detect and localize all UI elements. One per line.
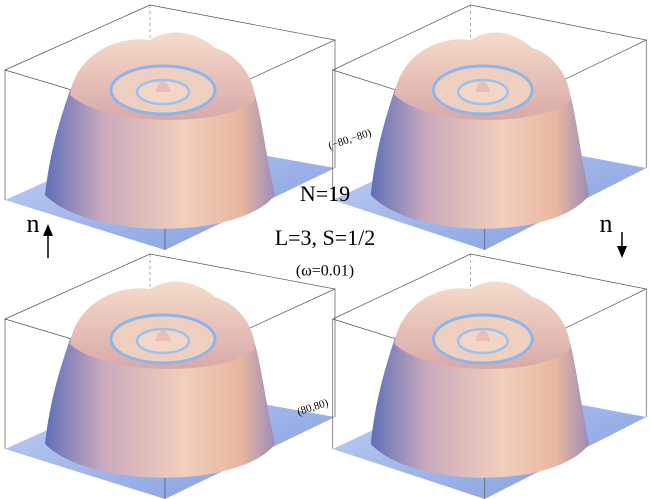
arrow-up (43, 224, 53, 258)
spin-down-label: n (600, 209, 613, 238)
particle-number: N=19 (300, 181, 350, 206)
quantum-numbers: L=3, S=1/2 (275, 225, 376, 250)
omega: (ω=0.01) (296, 263, 354, 280)
density-plot (3, 3, 337, 252)
density-plot (331, 252, 648, 499)
density-plot (3, 252, 337, 499)
corner-min: (−80,−80) (327, 127, 373, 152)
spin-up-label: n (27, 209, 40, 238)
arrow-down (617, 232, 627, 258)
